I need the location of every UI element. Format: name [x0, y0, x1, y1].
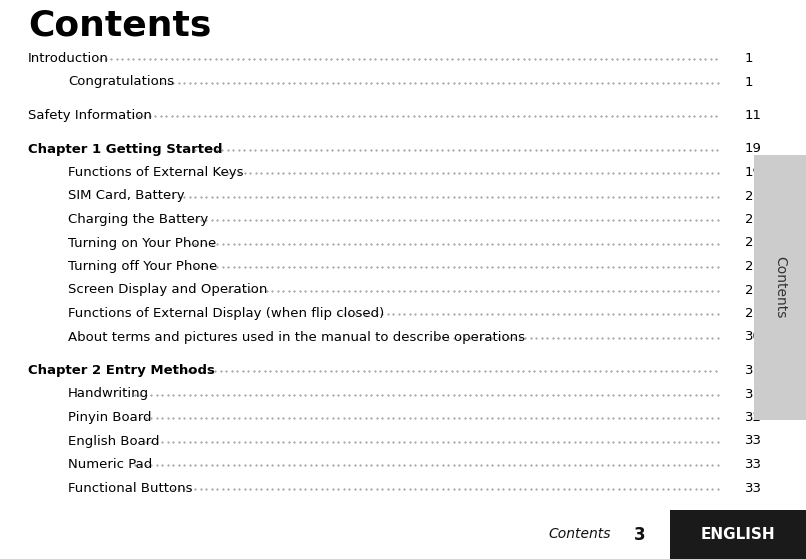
Text: 19: 19 — [745, 143, 762, 155]
Text: Safety Information: Safety Information — [28, 109, 152, 122]
Text: Charging the Battery: Charging the Battery — [68, 213, 208, 226]
Text: Contents: Contents — [28, 8, 211, 42]
Text: Functions of External Keys: Functions of External Keys — [68, 166, 243, 179]
Text: 31: 31 — [745, 387, 762, 400]
Text: Introduction: Introduction — [28, 52, 109, 65]
Text: Functions of External Display (when flip closed): Functions of External Display (when flip… — [68, 307, 384, 320]
Text: 11: 11 — [745, 109, 762, 122]
Text: Turning off Your Phone: Turning off Your Phone — [68, 260, 218, 273]
Text: 24: 24 — [745, 260, 762, 273]
Text: Contents: Contents — [773, 257, 787, 319]
Text: 21: 21 — [745, 190, 762, 202]
Text: Pinyin Board: Pinyin Board — [68, 411, 152, 424]
Text: Chapter 2 Entry Methods: Chapter 2 Entry Methods — [28, 364, 215, 377]
Text: Functional Buttons: Functional Buttons — [68, 481, 193, 495]
Text: Numeric Pad: Numeric Pad — [68, 458, 152, 471]
Text: Congratulations: Congratulations — [68, 75, 174, 88]
Text: 24: 24 — [745, 283, 762, 296]
Bar — [0, 510, 806, 559]
Text: 1: 1 — [745, 52, 754, 65]
Text: 33: 33 — [745, 481, 762, 495]
Text: 1: 1 — [745, 75, 754, 88]
Text: Handwriting: Handwriting — [68, 387, 149, 400]
Text: 33: 33 — [745, 434, 762, 448]
Text: 29: 29 — [745, 307, 762, 320]
Text: Contents: Contents — [549, 528, 611, 542]
Text: SIM Card, Battery: SIM Card, Battery — [68, 190, 185, 202]
Text: English Board: English Board — [68, 434, 160, 448]
Text: 31: 31 — [745, 364, 762, 377]
Text: 23: 23 — [745, 236, 762, 249]
Text: 33: 33 — [745, 458, 762, 471]
Text: 32: 32 — [745, 411, 762, 424]
Text: Chapter 1 Getting Started: Chapter 1 Getting Started — [28, 143, 222, 155]
Text: 23: 23 — [745, 213, 762, 226]
Text: 30: 30 — [745, 330, 762, 343]
Text: 19: 19 — [745, 166, 762, 179]
Text: ENGLISH: ENGLISH — [700, 527, 775, 542]
Bar — [670, 510, 806, 559]
Text: 3: 3 — [634, 525, 646, 543]
Text: Screen Display and Operation: Screen Display and Operation — [68, 283, 268, 296]
Text: Turning on Your Phone: Turning on Your Phone — [68, 236, 216, 249]
Bar — [754, 155, 806, 420]
Text: About terms and pictures used in the manual to describe operations: About terms and pictures used in the man… — [68, 330, 525, 343]
